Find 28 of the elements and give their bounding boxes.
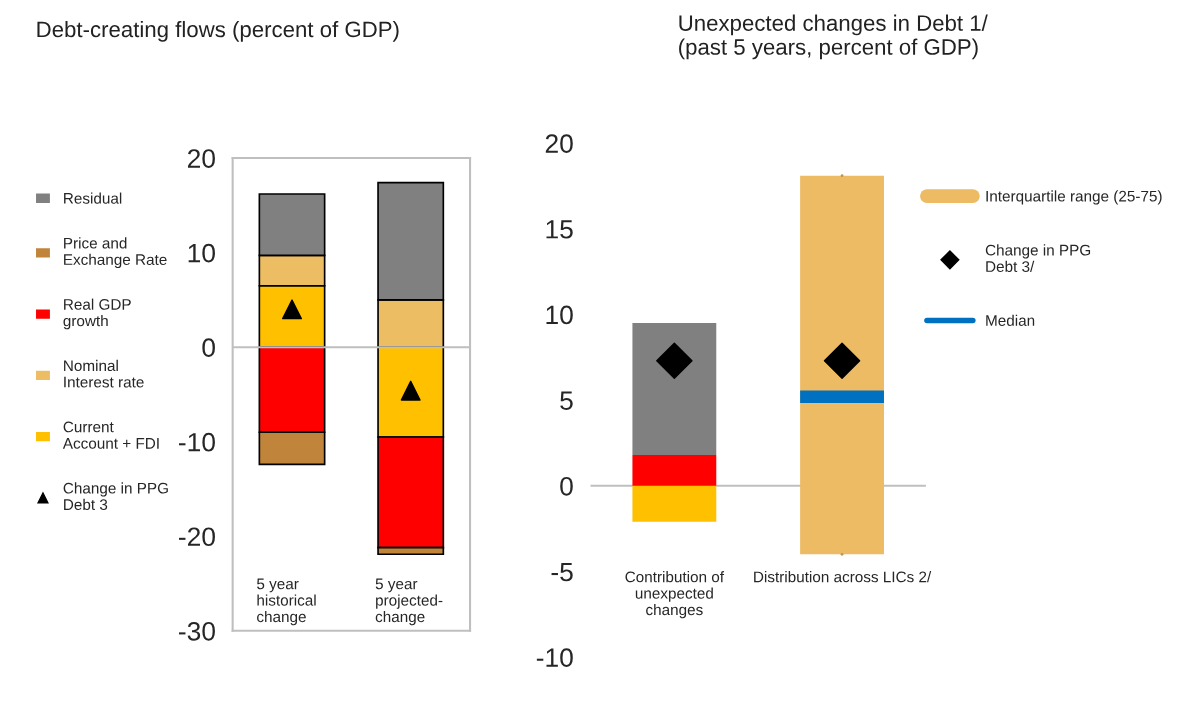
y-tick-label: -5 <box>551 562 573 582</box>
legend-label: Real GDP growth <box>63 298 131 330</box>
y-tick-label: -10 <box>536 648 573 667</box>
y-tick-label: 5 <box>560 391 573 410</box>
y-tick-label: -30 <box>179 621 215 641</box>
y-tick-label: 10 <box>188 243 215 263</box>
y-tick-label: 20 <box>187 149 215 168</box>
legend-label: Interquartile range (25-75) <box>986 190 1162 205</box>
legend-label: Price and Exchange Rate <box>64 237 167 269</box>
legend-label: Nominal Interest rate <box>64 359 144 388</box>
x-tick-label: 5 year projected- change <box>375 578 443 626</box>
legend-label: Residual <box>64 192 122 204</box>
x-tick-label: Distribution across LICs 2/ <box>754 571 932 583</box>
y-tick-label: 0 <box>202 338 215 357</box>
y-tick-label: 20 <box>545 134 573 153</box>
text: Median <box>986 314 1035 326</box>
y-tick-label: 0 <box>560 476 573 496</box>
y-tick-label: -20 <box>179 527 215 547</box>
legend-label: Current Account + FDI <box>62 421 159 449</box>
chart-title: Debt-creating flows (percent of GDP) <box>37 20 399 42</box>
legend-label: Change in PPG Debt 3/ <box>985 244 1091 272</box>
x-tick-label: 5 year historical change <box>257 578 316 626</box>
chart-title: Unexpected changes in Debt 1/ (past 5 years, percent of GDP) <box>679 14 988 60</box>
x-tick-label: Contribution of unexpected changes <box>625 571 725 619</box>
y-tick-label: -10 <box>179 432 215 452</box>
y-tick-label: 15 <box>546 220 573 239</box>
y-tick-label: 10 <box>546 305 573 325</box>
legend-label: Change in PPG Debt 3 <box>63 482 168 511</box>
